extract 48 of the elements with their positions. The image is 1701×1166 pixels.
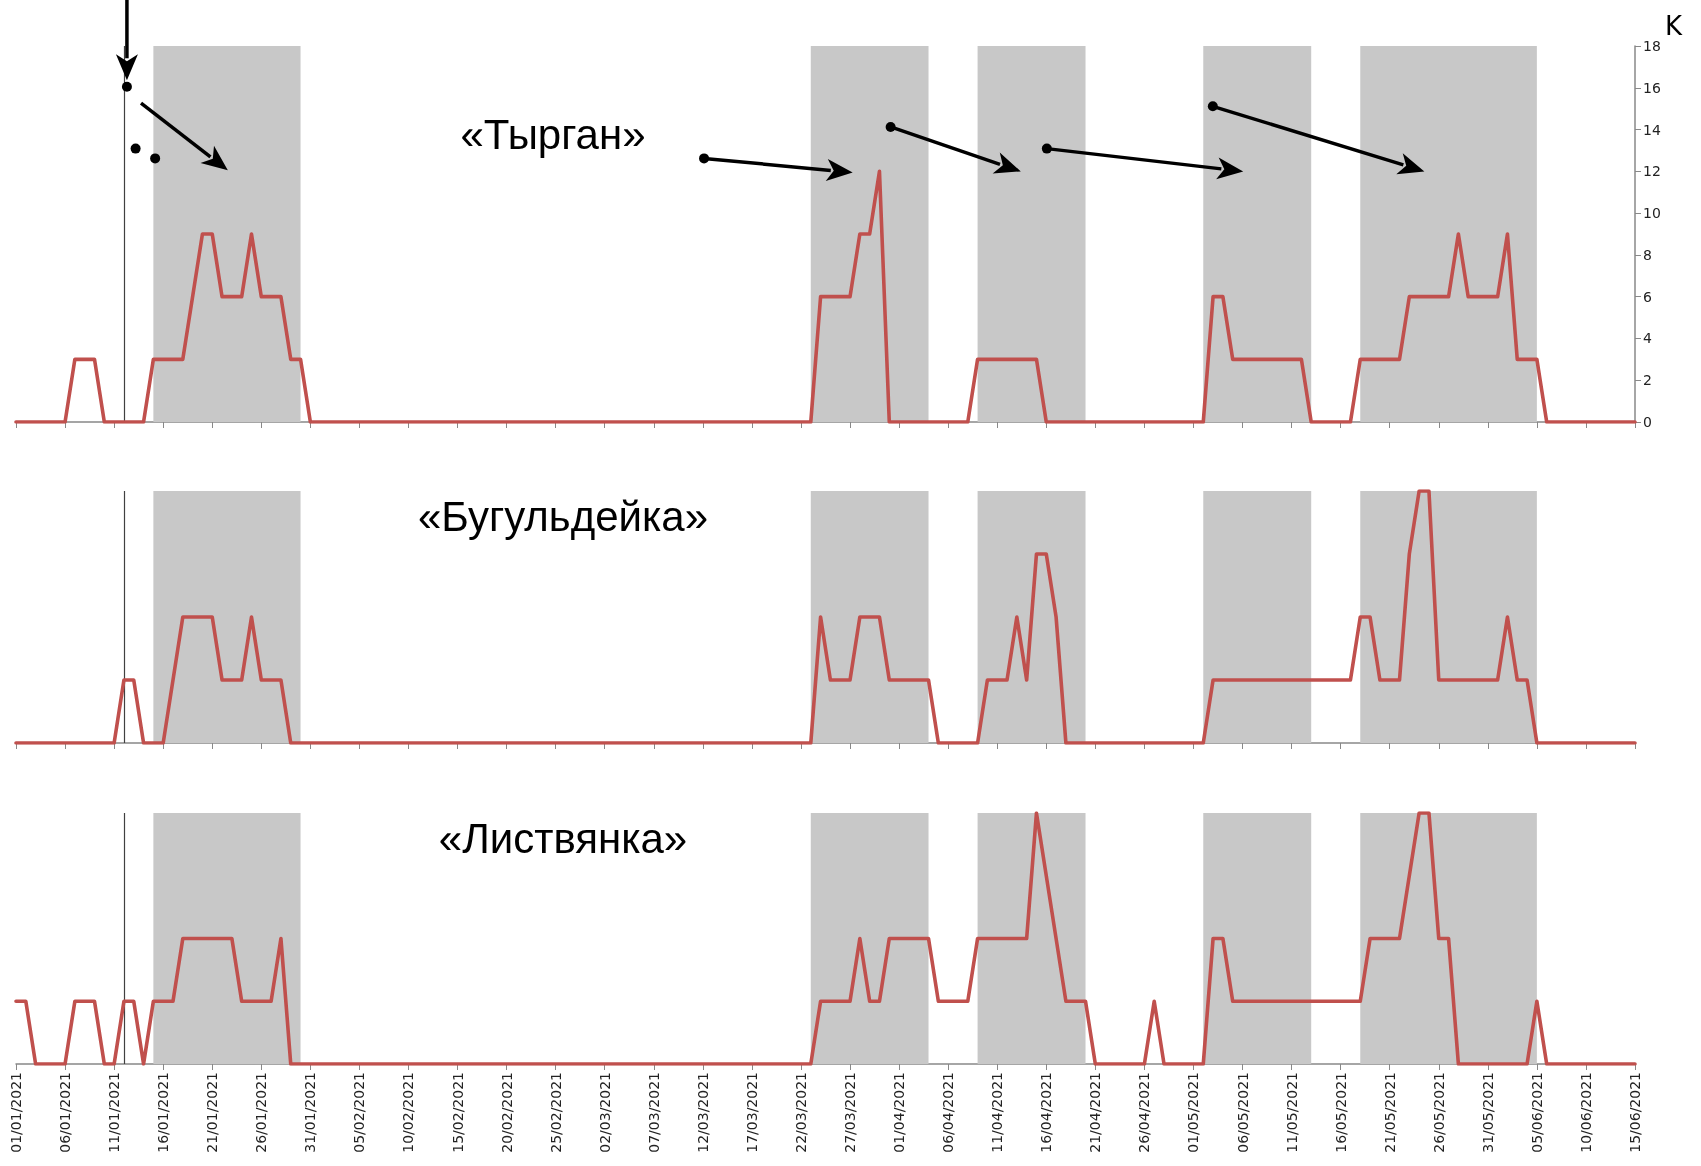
x-tick-label: 05/06/2021 xyxy=(1528,1072,1545,1153)
y-tick-label: 6 xyxy=(1643,288,1652,305)
y-tick-label: 10 xyxy=(1643,205,1661,222)
x-tick-label: 02/03/2021 xyxy=(596,1072,613,1153)
x-tick-label: 12/03/2021 xyxy=(694,1072,711,1153)
x-tick-label: 10/06/2021 xyxy=(1577,1072,1594,1153)
y-tick-label: 18 xyxy=(1643,38,1661,54)
y-tick-label: 4 xyxy=(1643,330,1652,347)
x-tick-label: 07/03/2021 xyxy=(645,1072,662,1153)
x-tick-label: 11/01/2021 xyxy=(106,1072,123,1153)
y-tick-label: 16 xyxy=(1643,79,1661,96)
chart-title: «Листвянка» xyxy=(438,814,688,862)
x-tick-label: 26/01/2021 xyxy=(253,1072,270,1153)
x-tick-label: 31/05/2021 xyxy=(1479,1072,1496,1153)
y-tick-label: 14 xyxy=(1643,121,1661,138)
x-tick-label: 10/02/2021 xyxy=(400,1072,417,1153)
x-tick-label: 06/01/2021 xyxy=(57,1072,74,1153)
x-tick-label: 16/05/2021 xyxy=(1332,1072,1349,1153)
x-tick-label: 11/04/2021 xyxy=(989,1072,1006,1153)
x-tick-label: 06/04/2021 xyxy=(940,1072,957,1153)
y-axis-title: K xyxy=(1665,11,1683,42)
x-tick-label: 01/05/2021 xyxy=(1185,1072,1202,1153)
x-tick-label: 26/04/2021 xyxy=(1136,1072,1153,1153)
chart-title: «Бугульдейка» xyxy=(417,492,709,540)
x-tick-label: 27/03/2021 xyxy=(842,1072,859,1153)
x-tick-label: 06/05/2021 xyxy=(1234,1072,1251,1153)
x-tick-label: 22/03/2021 xyxy=(792,1072,809,1153)
x-tick-label: 16/01/2021 xyxy=(155,1072,172,1153)
x-tick-label: 25/02/2021 xyxy=(547,1072,564,1153)
x-tick-label: 21/04/2021 xyxy=(1087,1072,1104,1153)
x-tick-label: 21/01/2021 xyxy=(204,1072,221,1153)
x-tick-label: 21/05/2021 xyxy=(1381,1072,1398,1153)
x-tick-label: 17/03/2021 xyxy=(743,1072,760,1153)
x-tick-label: 05/02/2021 xyxy=(351,1072,368,1153)
y-tick-label: 2 xyxy=(1643,372,1652,389)
text: «Тырган» xyxy=(460,110,646,158)
x-tick-label: 11/05/2021 xyxy=(1283,1072,1300,1153)
x-tick-label: 15/02/2021 xyxy=(449,1072,466,1153)
x-tick-label: 01/01/2021 xyxy=(8,1072,24,1153)
x-tick-label: 31/01/2021 xyxy=(302,1072,319,1153)
x-tick-label: 16/04/2021 xyxy=(1038,1072,1055,1153)
x-tick-label: 26/05/2021 xyxy=(1430,1072,1447,1153)
x-tick-label: 01/04/2021 xyxy=(891,1072,908,1153)
y-tick-label: 12 xyxy=(1643,163,1661,180)
x-tick-label: 15/06/2021 xyxy=(1627,1072,1643,1153)
y-tick-label: 0 xyxy=(1643,414,1652,430)
x-tick-label: 20/02/2021 xyxy=(498,1072,515,1153)
y-tick-label: 8 xyxy=(1643,246,1652,263)
